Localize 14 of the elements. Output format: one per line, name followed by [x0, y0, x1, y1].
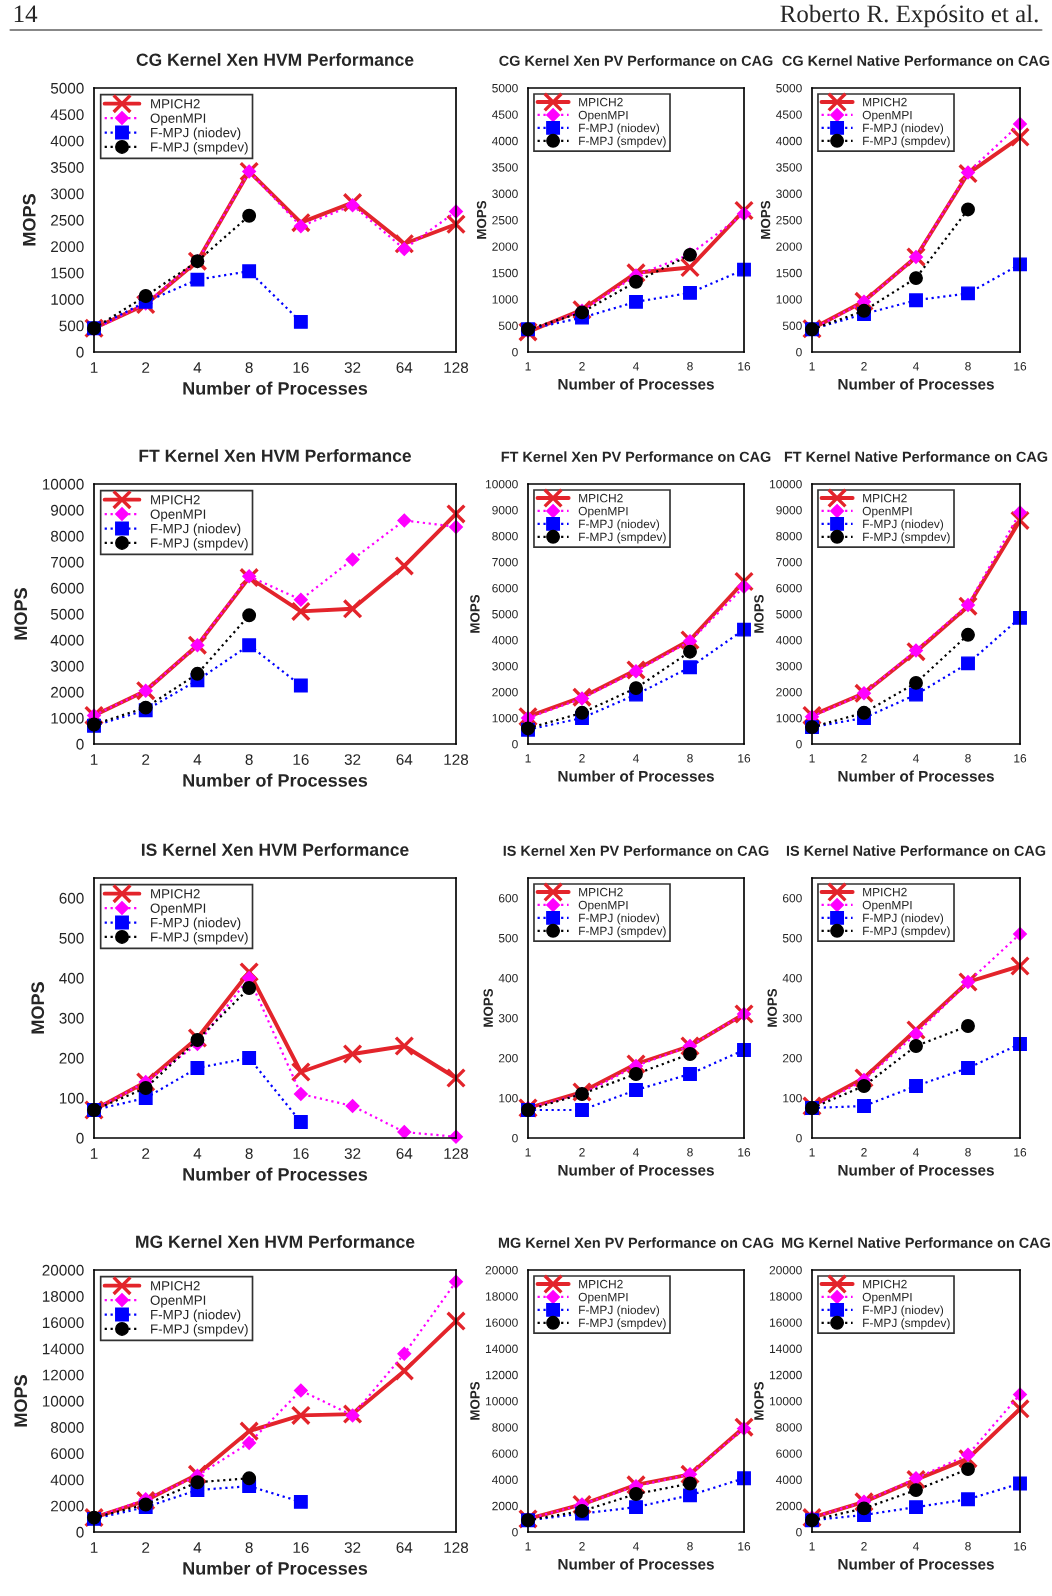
- x-axis-title: Number of Processes: [183, 381, 368, 395]
- chart-title: IS Kernel Xen HVM Performance: [141, 843, 409, 856]
- x-axis-title: Number of Processes: [183, 1167, 368, 1181]
- y-axis-title: MOPS: [22, 194, 36, 246]
- y-axis-title: MOPS: [14, 1375, 28, 1427]
- x-axis-title: Number of Processes: [183, 1561, 368, 1575]
- x-axis-title: Number of Processes: [183, 773, 368, 787]
- chart-title: MG Kernel Xen HVM Performance: [136, 1235, 415, 1248]
- y-axis-title: MOPS: [14, 588, 28, 640]
- y-axis-title: MOPS: [31, 982, 45, 1034]
- chart-title: CG Kernel Xen HVM Performance: [136, 53, 414, 66]
- text: 14: [14, 5, 38, 23]
- chart-title: FT Kernel Xen HVM Performance: [139, 449, 412, 462]
- text: Roberto R. Expósito et al.: [780, 4, 1038, 28]
